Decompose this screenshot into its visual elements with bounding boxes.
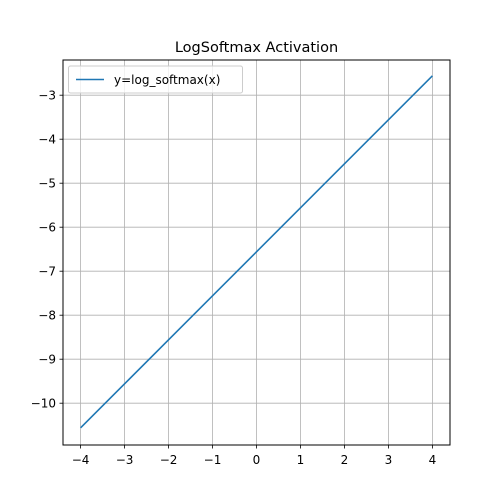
- legend-label: y=log_softmax(x): [114, 73, 220, 87]
- y-tick-label: −6: [38, 221, 56, 235]
- y-tick-label: −4: [38, 133, 56, 147]
- grid: [63, 60, 450, 445]
- y-tick-label: −9: [38, 353, 56, 367]
- legend: y=log_softmax(x): [68, 65, 243, 94]
- x-tick-label: −3: [116, 453, 134, 467]
- y-axis: −10 −9 −8 −7 −6 −5 −4 −3: [31, 89, 63, 411]
- y-tick-label: −8: [38, 309, 56, 323]
- x-tick-label: 0: [253, 453, 261, 467]
- x-tick-label: 1: [297, 453, 305, 467]
- x-tick-label: −4: [72, 453, 90, 467]
- y-tick-label: −7: [38, 265, 56, 279]
- x-tick-label: −1: [204, 453, 222, 467]
- legend-box: [68, 65, 243, 94]
- x-tick-label: 3: [385, 453, 393, 467]
- chart-title: LogSoftmax Activation: [175, 40, 338, 56]
- series-layer: [80, 75, 433, 429]
- y-tick-label: −3: [38, 89, 56, 103]
- x-tick-label: −2: [160, 453, 178, 467]
- x-axis: −4 −3 −2 −1 0 1 2 3 4: [72, 445, 436, 467]
- x-tick-label: 2: [341, 453, 349, 467]
- y-tick-label: −5: [38, 177, 56, 191]
- x-tick-label: 4: [429, 453, 437, 467]
- series-line: [80, 75, 433, 429]
- y-tick-label: −10: [31, 397, 56, 411]
